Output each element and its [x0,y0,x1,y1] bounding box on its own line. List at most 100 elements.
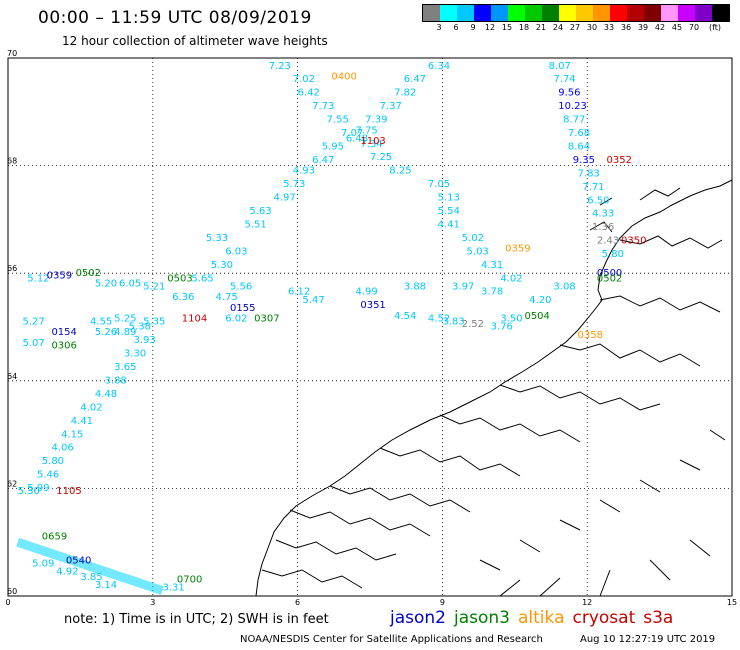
swh-value: 3.97 [452,281,474,292]
swh-value: 5.30 [211,260,233,271]
swh-value: 8.25 [389,166,411,177]
swh-value: 3.31 [162,583,184,594]
swh-value: 3.65 [114,362,136,373]
coastline-segment [329,485,471,513]
swh-value: 5.07 [22,338,44,349]
legend-entry: altika [518,608,565,628]
color-swatch [491,5,508,21]
swh-value: 7.07 [341,128,363,139]
x-tick-label: 6 [295,598,300,607]
color-scale-label: 27 [569,23,581,32]
color-scale-label: 36 [620,23,632,32]
swh-value: 6.47 [404,74,426,85]
swh-value: 5.33 [206,233,228,244]
swh-value: 5.20 [95,279,117,290]
swh-value: 7.75 [356,125,378,136]
swh-value: 4.48 [95,389,117,400]
swh-value: 4.33 [592,209,614,220]
color-scale-label: 15 [501,23,513,32]
pass-time-label: 1105 [56,486,81,497]
swh-value: 5.46 [37,470,59,481]
chart-title: 00:00 – 11:59 UTC 08/09/2019 [38,8,312,28]
color-swatch [440,5,457,21]
color-swatch [695,5,712,21]
color-swatch [576,5,593,21]
color-swatch [525,5,542,21]
pass-time-label: 0155 [230,303,255,314]
swh-value: 1.36 [592,222,614,233]
coastline-segment [439,414,581,443]
color-scale-label: 33 [603,23,615,32]
swh-value: 2.43 [597,236,619,247]
swh-value: 6.36 [172,292,194,303]
color-scale-label: 24 [552,23,564,32]
swh-value: 3.76 [491,322,513,333]
swh-value: 5.30 [18,486,40,497]
dense-track-band [16,537,164,595]
swh-value: 3.30 [124,349,146,360]
color-scale-label: (ft) [708,23,722,32]
chart-subtitle: 12 hour collection of altimeter wave hei… [62,34,328,48]
swh-value: 5.95 [322,141,344,152]
color-swatch [474,5,491,21]
swh-value: 7.02 [293,74,315,85]
color-scale-label: 70 [688,23,700,32]
color-swatch [508,5,525,21]
swh-value: 7.25 [370,152,392,163]
color-swatch [644,5,661,21]
swh-value: 7.68 [568,128,590,139]
credit-line: NOAA/NESDIS Center for Satellite Applica… [240,634,543,645]
swh-value: 7.34 [360,139,382,150]
pass-time-label: 0503 [167,273,192,284]
swh-value: 5.27 [22,316,44,327]
swh-value: 7.73 [312,101,334,112]
swh-value: 4.15 [61,429,83,440]
legend-entry: s3a [643,608,674,628]
legend-entry: cryosat [572,608,636,628]
swh-value: 5.47 [302,295,324,306]
swh-value: 4.92 [56,566,78,577]
coastline-segment [499,384,661,411]
color-swatch [593,5,610,21]
swh-value: 3.08 [553,281,575,292]
swh-value: 7.82 [394,88,416,99]
swh-value: 4.55 [90,316,112,327]
swh-value: 4.75 [216,292,238,303]
x-tick-label: 9 [440,598,445,607]
swh-value: 4.89 [114,327,136,338]
swh-value: 6.02 [225,314,247,325]
swh-value: 5.13 [438,193,460,204]
pass-time-label: 0502 [597,273,622,284]
swh-value: 4.52 [428,314,450,325]
coastline-segment [599,295,721,313]
pass-time-label: 0306 [51,341,76,352]
swh-value: 8.07 [549,61,571,72]
coastline-segment [559,343,701,367]
color-scale-label: 6 [453,23,459,32]
color-scale-label: 18 [518,23,530,32]
swh-value: 8.64 [568,141,590,152]
swh-value: 6.05 [119,279,141,290]
satellite-legend: jason2 jason3 altika cryosat s3a [390,608,681,628]
pass-time-label: 0500 [597,268,622,279]
swh-value: 5.65 [191,273,213,284]
y-tick-label: 70 [7,49,17,58]
swh-value: 4.54 [394,311,416,322]
swh-value: 10.23 [558,101,587,112]
swh-value: 5.54 [438,206,460,217]
coastline-segment [289,509,431,537]
swh-value: 5.73 [283,179,305,190]
swh-value: 3.14 [95,580,117,591]
swh-value: 5.12 [27,273,49,284]
y-tick-label: 68 [7,157,17,166]
pass-time-label: 0359 [47,271,72,282]
map-frame [7,57,733,597]
swh-value: 5.02 [462,233,484,244]
map-grid [8,58,732,596]
swh-value: 7.37 [380,101,402,112]
pass-time-label: 0400 [331,72,356,83]
coastline-segment [499,539,711,597]
swh-value: 9.56 [558,88,580,99]
y-tick-label: 64 [7,372,17,381]
swh-value: 4.41 [438,219,460,230]
